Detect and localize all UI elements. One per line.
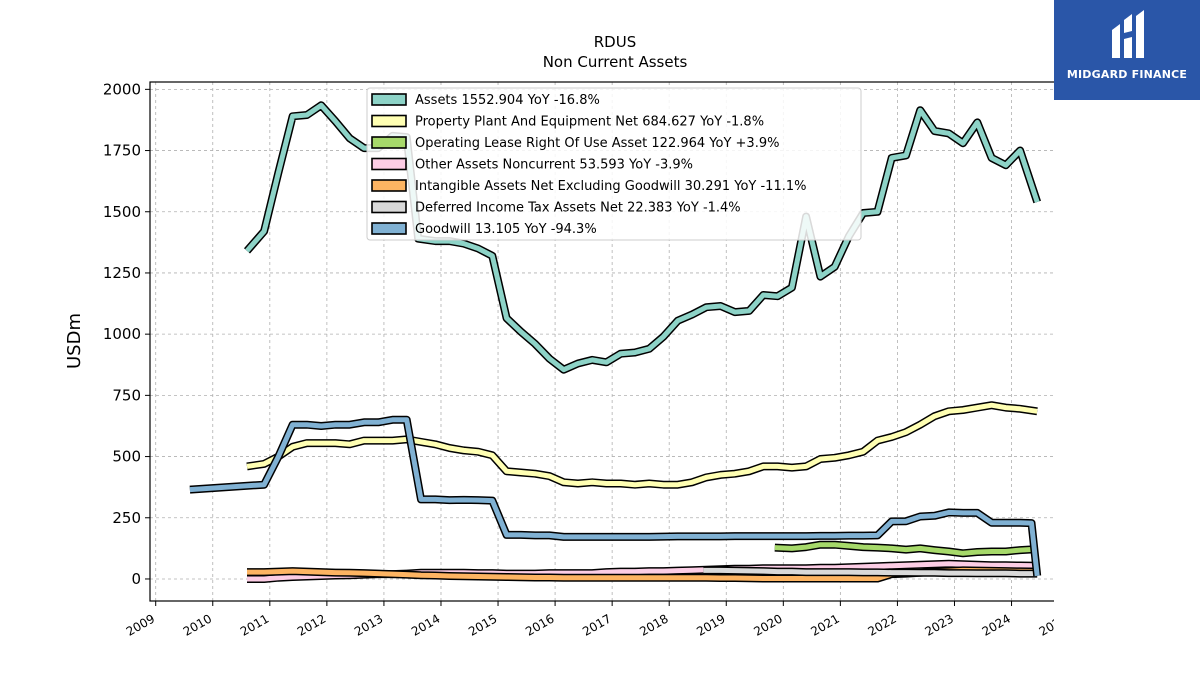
x-tick-label: 2019 [694,611,727,638]
series-5 [703,566,1038,578]
x-tick-label: 2011 [238,611,271,638]
series-line [703,567,1038,577]
x-tick-label: 2016 [523,611,556,638]
plot-frame [149,81,1054,602]
legend-swatch [371,179,407,192]
legend-swatch [371,200,407,214]
legend-swatch [371,93,407,106]
legend-box [366,87,862,241]
x-tick-label: 2023 [923,611,956,638]
legend-entry: Goodwill 13.105 YoY -94.3% [415,222,597,237]
series-6 [189,415,1042,577]
x-tick-label: 2018 [637,611,670,638]
y-tick-label: 2000 [103,80,141,98]
company-logo: MIDGARD FINANCE [1054,0,1200,100]
y-tick-label: 1250 [103,264,141,282]
logo-mark-icon [1112,10,1144,58]
legend-entry: Operating Lease Right Of Use Asset 122.9… [415,136,779,151]
series-1 [246,401,1038,489]
chart: RDUS Non Current Assets 0 250 500 750 1000 12… [64,33,1054,639]
legend: Assets 1552.904 YoY -16.8% Property Plant… [366,87,862,241]
series-line [246,402,1038,488]
legend-entry: Other Assets Noncurrent 53.593 YoY -3.9% [415,158,693,173]
x-tick-label: 2025 [1037,611,1054,638]
y-tick-label: 1500 [103,203,141,221]
legend-entry: Assets 1552.904 YoY -16.8% [415,93,600,108]
x-tick-label: 2013 [352,611,385,638]
legend-swatch [371,222,407,235]
x-tick-label: 2021 [808,611,841,638]
legend-swatch [371,114,407,128]
x-tick-label: 2015 [466,611,499,638]
y-tick-label: 0 [131,570,141,588]
logo-text: MIDGARD FINANCE [1066,68,1188,81]
x-tick-label: 2010 [181,611,214,638]
series-line [189,417,1040,577]
series-2 [774,540,1038,558]
x-tick-label: 2024 [980,611,1013,638]
y-tick-label: 1750 [103,142,141,160]
y-ticks: 0 250 500 750 1000 1250 1500 1750 2000 [103,80,150,588]
x-tick-label: 2022 [865,611,898,638]
series-line [774,542,1038,556]
legend-swatch [371,136,407,149]
x-tick-label: 2017 [580,611,613,638]
x-tick-label: 2012 [295,611,328,638]
series-line-outline [246,401,1038,489]
legend-entry: Deferred Income Tax Assets Net 22.383 Yo… [415,201,741,216]
chart-title: RDUS [594,33,636,51]
y-tick-label: 750 [112,386,141,404]
legend-entry: Intangible Assets Net Excluding Goodwill… [415,179,806,194]
y-tick-label: 500 [112,448,141,466]
x-tick-label: 2014 [409,611,442,638]
x-tick-label: 2009 [124,611,157,638]
chart-subtitle: Non Current Assets [543,53,688,71]
y-tick-label: 1000 [103,325,141,343]
y-axis-label: USDm [64,313,85,369]
x-tick-label: 2020 [751,611,784,638]
y-tick-label: 250 [112,509,141,527]
legend-entry: Property Plant And Equipment Net 684.627… [415,115,764,130]
x-ticks: 2009 2010 2011 2012 2013 2014 2015 2016 2017 2018… [124,601,1054,639]
legend-swatch [371,157,407,171]
